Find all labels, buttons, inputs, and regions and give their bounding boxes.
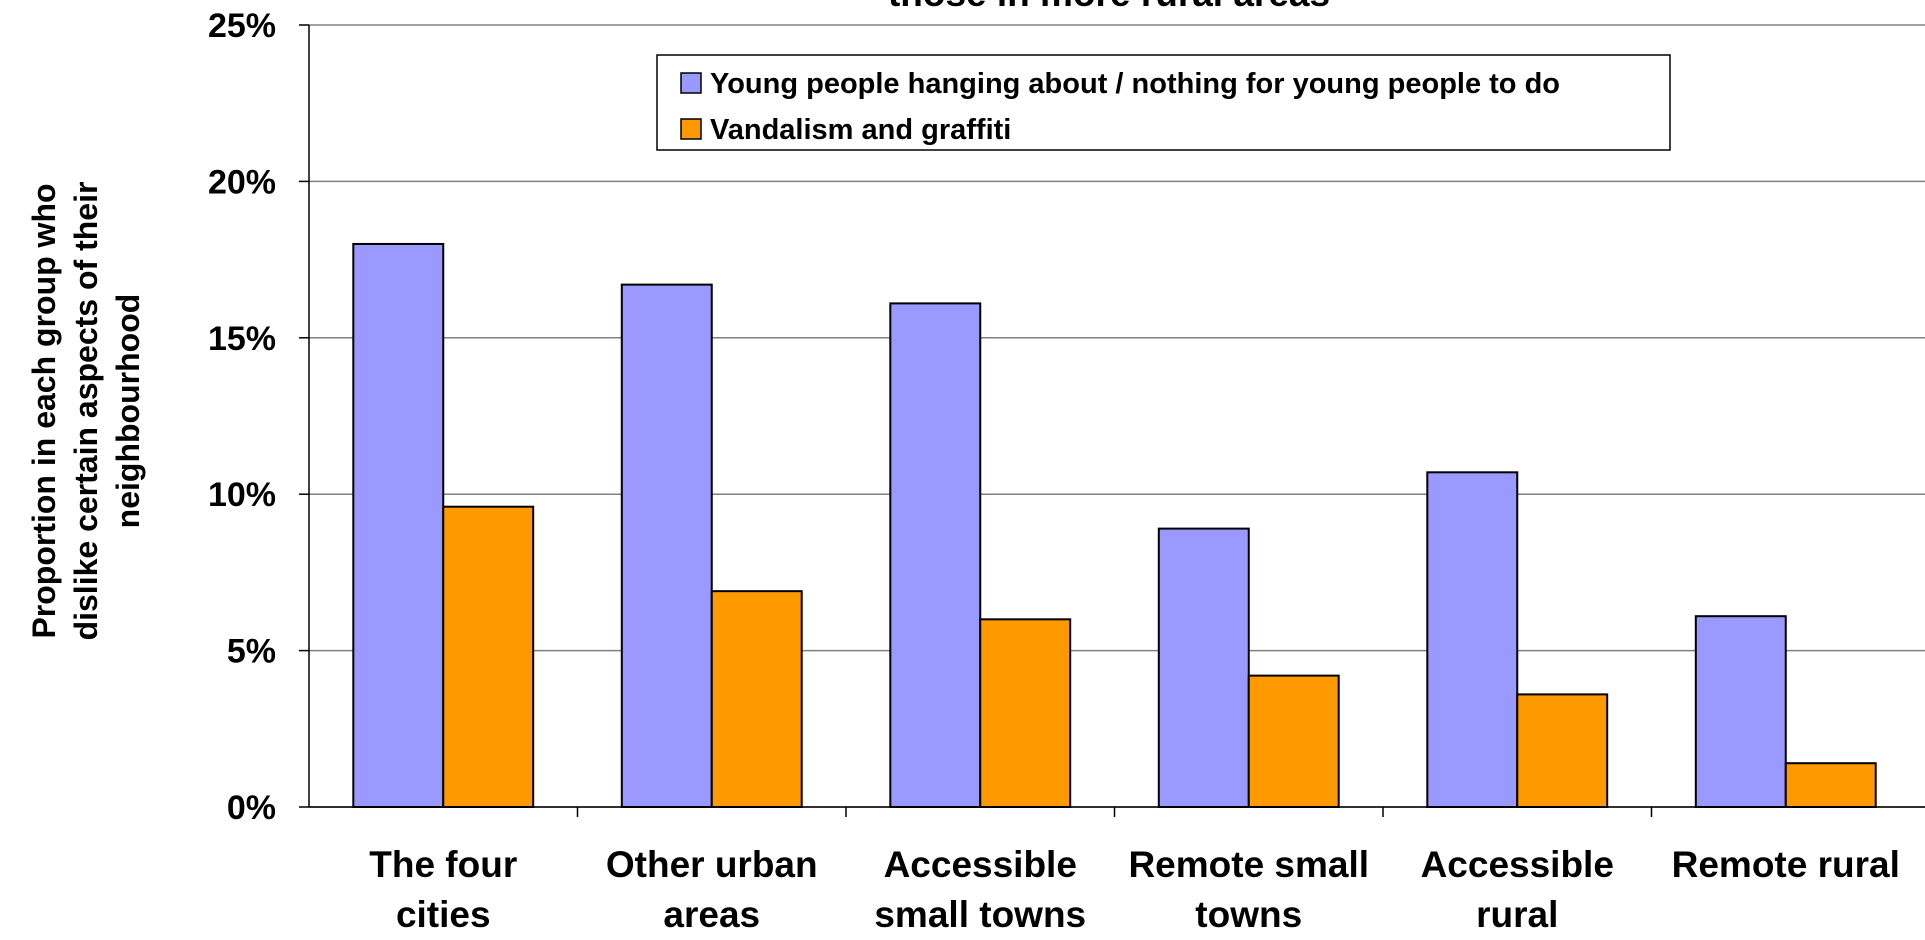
legend-box	[656, 54, 1671, 151]
y-tick-label: 20%	[208, 163, 276, 201]
y-tick-label: 15%	[208, 320, 276, 358]
x-tick-label: Remote small towns	[1128, 844, 1370, 935]
x-tick-label: The four cities	[369, 844, 518, 935]
bar	[1157, 527, 1250, 808]
bar	[889, 302, 982, 808]
y-axis-label: Proportion in each group who dislike cer…	[26, 181, 146, 641]
x-tick-label: Remote rural	[1671, 844, 1900, 885]
x-tick-label: Other urban areas	[605, 844, 818, 935]
bar	[1426, 471, 1519, 808]
legend-swatch	[680, 72, 702, 94]
x-tick-label: Accessible small towns	[874, 844, 1087, 935]
legend: Young people hanging about / nothing for…	[656, 54, 1671, 151]
legend-label: Young people hanging about / nothing for…	[710, 68, 1560, 100]
legend-label: Vandalism and graffiti	[710, 114, 1011, 146]
legend-swatch	[680, 118, 702, 140]
x-tick-label: Accessible rural	[1420, 844, 1614, 935]
chart-title: those in more rural areas	[888, 0, 1330, 14]
bar	[979, 618, 1072, 808]
bar	[1247, 674, 1340, 809]
y-tick-label: 25%	[208, 7, 276, 45]
y-tick-label: 5%	[227, 633, 276, 671]
bar	[1694, 615, 1787, 809]
y-tick-label: 10%	[208, 476, 276, 514]
bar	[1784, 762, 1877, 809]
y-tick-label: 0%	[227, 789, 276, 827]
bar	[620, 283, 713, 808]
bar	[352, 242, 445, 808]
bar	[1516, 693, 1609, 809]
bar	[442, 505, 535, 808]
bar	[710, 590, 803, 809]
